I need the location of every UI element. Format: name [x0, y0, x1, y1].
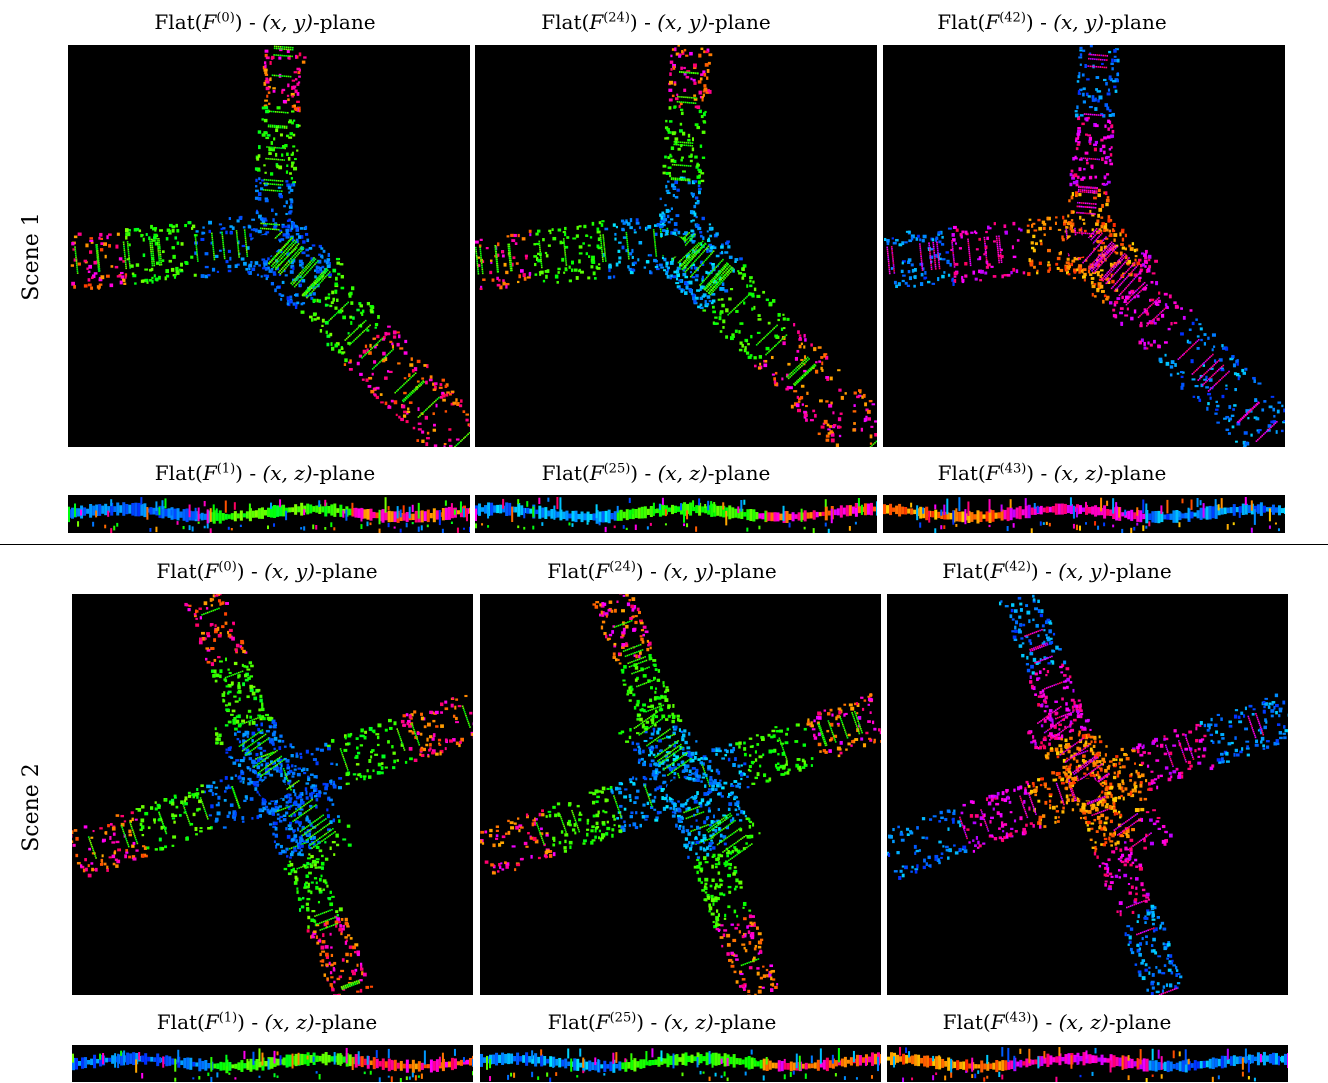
lidar-image: [70, 45, 470, 447]
s1-xz-strip-2: [883, 495, 1285, 533]
caption-s2-xy-0: Flat(F(0)) - (x, y)-plane: [156, 559, 378, 583]
s2-xz-strip-2: [887, 1045, 1288, 1082]
lidar-image: [475, 45, 877, 447]
caption-s2-xz-1: Flat(F(25)) - (x, z)-plane: [547, 1010, 777, 1034]
caption-s2-xz-0: Flat(F(1)) - (x, z)-plane: [156, 1010, 378, 1034]
lidar-image: [887, 1046, 1288, 1082]
lidar-image: [480, 1048, 881, 1082]
lidar-image: [68, 497, 470, 533]
caption-s1-xy-2: Flat(F(42)) - (x, y)-plane: [937, 10, 1167, 34]
s2-xz-strip-1: [480, 1045, 881, 1082]
s2-xz-strip-0: [72, 1045, 473, 1082]
caption-s1-xz-2: Flat(F(43)) - (x, z)-plane: [937, 461, 1167, 485]
lidar-image: [72, 594, 473, 995]
s1-xy-panel-1: [475, 45, 877, 447]
s1-xz-strip-0: [68, 495, 470, 533]
lidar-image: [72, 1047, 473, 1082]
caption-s1-xz-1: Flat(F(25)) - (x, z)-plane: [541, 461, 771, 485]
s2-xy-panel-1: [480, 594, 881, 995]
caption-s1-xy-1: Flat(F(24)) - (x, y)-plane: [541, 10, 771, 34]
lidar-image: [887, 594, 1288, 995]
caption-s1-xz-0: Flat(F(1)) - (x, z)-plane: [154, 461, 376, 485]
s1-xz-strip-1: [475, 495, 877, 533]
lidar-image: [480, 594, 881, 995]
scene-divider: [0, 544, 1328, 545]
s1-xy-panel-0: [68, 45, 470, 447]
caption-s2-xy-2: Flat(F(42)) - (x, y)-plane: [942, 559, 1172, 583]
scene-1-label: Scene 1: [18, 212, 44, 301]
caption-s2-xy-1: Flat(F(24)) - (x, y)-plane: [547, 559, 777, 583]
lidar-image: [884, 45, 1285, 447]
scene-2-label: Scene 2: [18, 763, 44, 852]
lidar-image: [475, 497, 877, 533]
s1-xy-panel-2: [883, 45, 1285, 447]
s2-xy-panel-0: [72, 594, 473, 995]
caption-s1-xy-0: Flat(F(0)) - (x, y)-plane: [154, 10, 376, 34]
s2-xy-panel-2: [887, 594, 1288, 995]
lidar-image: [883, 497, 1285, 533]
caption-s2-xz-2: Flat(F(43)) - (x, z)-plane: [942, 1010, 1172, 1034]
